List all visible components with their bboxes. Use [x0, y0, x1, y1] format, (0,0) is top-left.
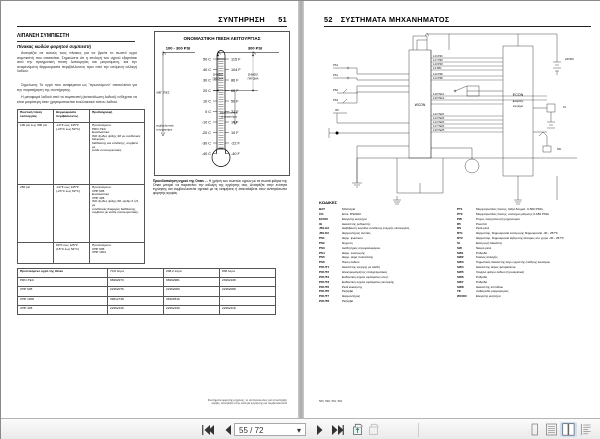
svg-text:40 C: 40 C	[203, 68, 211, 72]
svg-text:10 C: 10 C	[203, 100, 211, 104]
svg-text:2-26 TE2/5: 2-26 TE2/5	[433, 130, 445, 132]
svg-text:ΣΗΜΕΙΟ: ΣΗΜΕΙΟ	[248, 73, 258, 77]
svg-text:2-27 TE2/4: 2-27 TE2/4	[433, 126, 445, 128]
svg-text:K1: K1	[563, 106, 567, 109]
svg-text:-20 C: -20 C	[202, 131, 212, 135]
svg-text:το εργαστήριο: το εργαστήριο	[156, 128, 173, 132]
svg-text:10 F: 10 F	[231, 131, 239, 135]
svg-text:SW: SW	[557, 148, 562, 151]
svg-text:2-18 PR3: 2-18 PR3	[433, 64, 443, 66]
svg-text:2-24 TE2/3: 2-24 TE2/3	[433, 122, 445, 124]
svg-text:PS1: PS1	[333, 63, 338, 67]
svg-text:2-9 PR4: 2-9 PR4	[433, 68, 442, 70]
svg-text:86 F: 86 F	[231, 79, 239, 83]
svg-text:2-10 PR6: 2-10 PR6	[433, 78, 443, 80]
svg-text:30 C: 30 C	[203, 79, 211, 83]
svg-text:2-29 TE1/2: 2-29 TE1/2	[433, 98, 445, 100]
svg-text:-22 F: -22 F	[231, 142, 241, 146]
svg-text:PS2: PS2	[333, 88, 338, 92]
svg-text:2-20 PR5: 2-20 PR5	[433, 74, 443, 76]
svg-text:24VDC: 24VDC	[565, 57, 574, 61]
svg-text:ΠΑΓΩΜΑ: ΠΑΓΩΜΑ	[248, 77, 259, 81]
svg-text:ΠΑΓΩΜΑ: ΠΑΓΩΜΑ	[213, 77, 224, 81]
svg-text:50 C: 50 C	[203, 58, 211, 62]
svg-text:2-28 TE1/1: 2-28 TE1/1	[433, 94, 445, 96]
svg-text:20 C: 20 C	[203, 89, 211, 93]
svg-text:2-22 TE2/1: 2-22 TE2/1	[433, 114, 445, 116]
svg-text:ECON: ECON	[513, 93, 524, 97]
svg-text:το εργαστήριο: το εργαστήριο	[221, 115, 238, 119]
svg-text:-10 C: -10 C	[202, 121, 212, 125]
svg-text:300 PSI: 300 PSI	[248, 46, 262, 51]
svg-text:-30 C: -30 C	[202, 142, 212, 146]
svg-text:WCON: WCON	[415, 103, 426, 107]
svg-text:R5: R5	[335, 108, 339, 112]
svg-text:PS3: PS3	[333, 98, 338, 102]
svg-text:συμβουλευτείτε: συμβουλευτείτε	[156, 124, 175, 128]
svg-text:100 - 300 PSI: 100 - 300 PSI	[166, 46, 190, 51]
svg-text:κινητήρα: κινητήρα	[513, 104, 524, 108]
svg-text:-40 C: -40 C	[202, 152, 212, 156]
svg-text:PS1: PS1	[333, 73, 338, 77]
svg-text:104 F: 104 F	[231, 68, 241, 72]
svg-text:2-17 PR2: 2-17 PR2	[433, 60, 443, 62]
svg-text:-40 F: -40 F	[231, 152, 241, 156]
svg-text:115 F: 115 F	[231, 58, 241, 62]
svg-text:2-16 PR1: 2-16 PR1	[433, 56, 443, 58]
svg-text:ΣΗΜΕΙΟ: ΣΗΜΕΙΟ	[213, 73, 223, 77]
svg-text:ΜΕΓ. ΠΙΕΣ: ΜΕΓ. ΠΙΕΣ	[157, 91, 170, 95]
svg-text:M: M	[471, 165, 474, 169]
svg-text:0 C: 0 C	[205, 110, 211, 114]
svg-text:2-23 TE2/2: 2-23 TE2/2	[433, 118, 445, 120]
svg-text:Ελεγκτής: Ελεγκτής	[513, 99, 524, 103]
